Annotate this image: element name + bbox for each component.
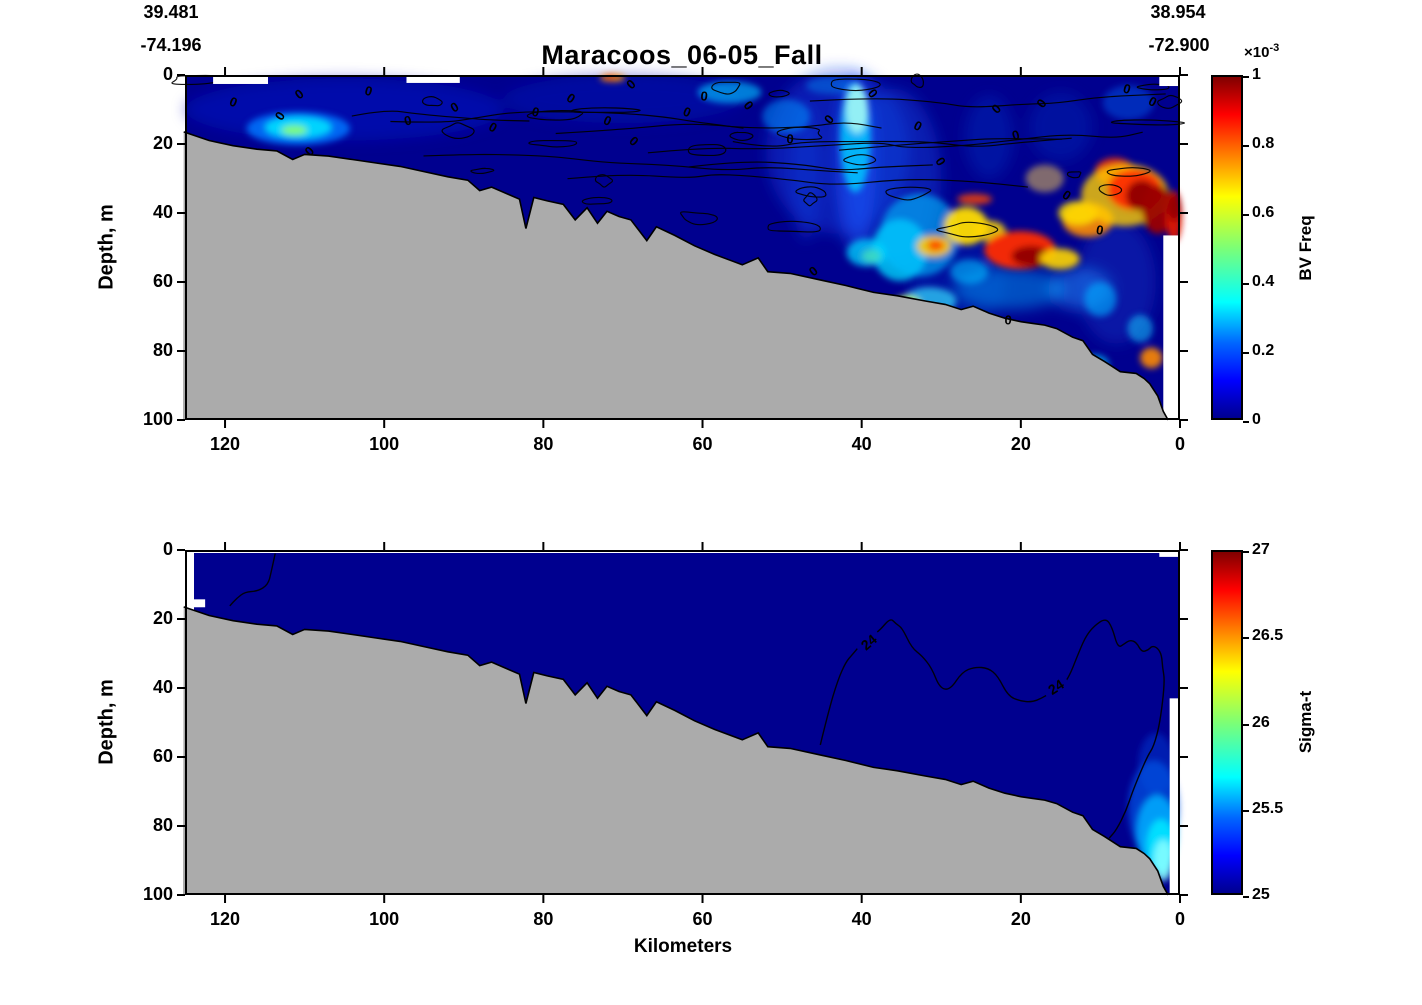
y-tick-label: 100 — [142, 884, 173, 904]
axes-frame — [177, 67, 1188, 428]
colorbar-tick-mark — [1243, 723, 1249, 726]
seabed-line — [183, 131, 1169, 421]
hotspot-layer — [246, 73, 1182, 376]
corner-lon-right: -72.900 — [1148, 35, 1210, 55]
no-data-gap — [1159, 550, 1180, 557]
contour-label-0: 0 — [1010, 127, 1021, 143]
contour-layer — [171, 73, 1185, 238]
bv-freq-colorbar — [1211, 75, 1249, 423]
contour-label-0-slope: 0 — [1004, 312, 1012, 327]
contour-label-0: 0 — [1121, 81, 1132, 97]
contour-label-0: 0 — [530, 104, 541, 120]
colorbar-tick-mark — [1243, 637, 1249, 640]
y-tick-label: 60 — [152, 746, 173, 766]
sigma-t-colorbar — [1211, 550, 1249, 898]
y-tick-label: 80 — [152, 815, 173, 835]
contour-label-0: 0 — [363, 83, 374, 99]
bathymetry-fill — [183, 131, 1169, 420]
axes-frame — [177, 542, 1188, 903]
y-tick-label: 20 — [152, 133, 173, 153]
contour-label-0: 0 — [786, 131, 794, 146]
no-data-gap — [406, 75, 460, 83]
colorbar-tick-label: 26 — [1252, 713, 1270, 731]
no-data-gap — [1163, 235, 1180, 420]
colorbar-tick-mark — [1243, 283, 1249, 285]
colorbar-tick-mark — [1243, 352, 1249, 354]
contour-label-0: 0 — [1095, 222, 1105, 238]
no-data-gap — [1169, 698, 1180, 895]
corner-lat-left: 39.481 — [143, 2, 199, 22]
no-data-gap — [185, 599, 206, 608]
x-axis-label: Kilometers — [633, 936, 733, 957]
colorbar-tick-mark — [1243, 809, 1249, 812]
x-tick-label: 0 — [1174, 434, 1186, 454]
colorbar-tick-label: 0 — [1252, 411, 1261, 428]
colorbar-tick-mark — [1243, 896, 1249, 898]
x-tick-label: 80 — [533, 434, 554, 454]
x-tick-label: 100 — [369, 909, 400, 929]
sigma-t-heatmap-svg: 24 24 — [177, 542, 1188, 903]
contour-label-0: 0 — [700, 88, 709, 104]
y-tick-label: 60 — [152, 271, 173, 291]
y-tick-label: 100 — [142, 409, 173, 429]
x-tick-label: 0 — [1174, 909, 1186, 929]
svg-text:24: 24 — [1045, 676, 1067, 698]
corner-lon-left: -74.196 — [140, 35, 202, 55]
x-tick-label: 60 — [692, 434, 713, 454]
colorbar-tick-label: 26.5 — [1252, 627, 1284, 645]
bathymetry-fill — [183, 606, 1169, 895]
colorbar-tick-mark — [1243, 551, 1249, 553]
x-tick-label: 80 — [533, 909, 554, 929]
colorbar-tick-mark — [1243, 214, 1249, 216]
contour-label-0: 0 — [402, 112, 413, 128]
colorbar-tick-mark — [1243, 76, 1249, 78]
x-tick-label: 20 — [1010, 909, 1031, 929]
scale-exponent: -3 — [1269, 42, 1280, 54]
colorbar-tick-label: 25.5 — [1252, 799, 1284, 817]
scale-mantissa: ×10 — [1244, 44, 1270, 61]
y-axis-label-bottom: Depth, m — [95, 679, 118, 765]
x-tick-label: 60 — [692, 909, 713, 929]
x-tick-label: 20 — [1010, 434, 1031, 454]
colorbar-tick-mark — [1243, 421, 1249, 423]
x-tick-label: 40 — [851, 909, 872, 929]
y-axis-label-top: Depth, m — [95, 204, 118, 290]
y-tick-label: 0 — [162, 539, 173, 559]
y-tick-label: 20 — [152, 608, 173, 628]
colorbar-tick-label: 27 — [1252, 541, 1270, 558]
colorbar-tick-label: 0.2 — [1252, 342, 1275, 359]
no-data-gap — [1159, 75, 1180, 87]
y-tick-label: 80 — [152, 340, 173, 360]
no-data-gap — [213, 75, 269, 84]
hotspot-layer — [1128, 732, 1180, 882]
colorbar-label-bottom: Sigma-t — [1296, 690, 1315, 754]
colorbar-tick-label: 0.6 — [1252, 204, 1275, 221]
y-tick-label: 40 — [152, 677, 173, 697]
y-tick-label: 40 — [152, 202, 173, 222]
sigma-t-section-plot: 24 24 — [177, 542, 1188, 903]
colorbar-tick-label: 0.4 — [1252, 273, 1275, 290]
contour-label-24: 24 — [1040, 673, 1073, 703]
x-tick-label: 40 — [851, 434, 872, 454]
colorbar-tick-label: 1 — [1252, 66, 1261, 83]
corner-lat-right: 38.954 — [1150, 2, 1206, 22]
colorbar-label-top: BV Freq — [1296, 215, 1315, 281]
plot-title: Maracoos_06-05_Fall — [541, 40, 823, 70]
colorbar-scale-annotation: ×10-3 — [1244, 42, 1280, 61]
colorbar-tick-label: 0.8 — [1252, 135, 1275, 152]
y-tick-label: 0 — [162, 64, 173, 84]
contour-label-24: 24 — [853, 627, 886, 659]
x-tick-label: 120 — [210, 909, 241, 929]
colorbar-tick-mark — [1243, 145, 1249, 147]
x-tick-label: 120 — [210, 434, 241, 454]
seabed-line — [183, 606, 1169, 896]
colorbar-tick-label: 25 — [1252, 886, 1270, 903]
x-tick-label: 100 — [369, 434, 400, 454]
